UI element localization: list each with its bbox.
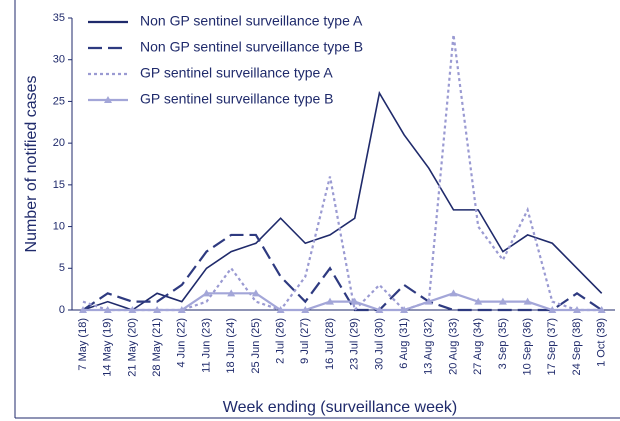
series-marker — [276, 306, 285, 313]
x-tick-label: 16 Jul (28) — [324, 318, 336, 370]
series-marker — [202, 289, 211, 297]
series-marker — [103, 306, 112, 313]
x-tick-label: 4 Jun (22) — [176, 318, 188, 368]
series-marker — [573, 306, 581, 313]
x-tick-label: 1 Oct (39) — [596, 318, 608, 367]
series-marker — [474, 297, 483, 305]
y-tick-label: 30 — [53, 54, 65, 66]
y-axis-title: Number of notified cases — [23, 76, 40, 253]
y-tick-label: 10 — [53, 220, 65, 232]
x-tick-label: 9 Jul (27) — [299, 318, 311, 364]
x-tick-label: 18 Jun (24) — [225, 318, 237, 374]
y-tick-label: 20 — [53, 137, 65, 149]
series-marker — [301, 306, 310, 313]
y-tick-label: 15 — [53, 179, 65, 191]
series-marker — [498, 297, 507, 305]
x-tick-label: 6 Aug (31) — [398, 318, 410, 369]
series-marker — [227, 289, 236, 297]
y-tick-label: 0 — [59, 304, 65, 316]
series-marker — [400, 306, 409, 313]
y-tick-label: 5 — [59, 262, 65, 274]
series-marker — [177, 306, 186, 313]
series-marker — [326, 297, 334, 305]
x-tick-label: 11 Jun (23) — [200, 318, 212, 373]
x-tick-label: 20 Aug (33) — [447, 318, 459, 375]
legend-label: Non GP sentinel surveillance type A — [140, 13, 363, 29]
x-tick-label: 27 Aug (34) — [472, 318, 484, 375]
series-line — [83, 292, 602, 312]
x-tick-label: 10 Sep (36) — [522, 318, 534, 375]
x-tick-label: 13 Aug (32) — [423, 318, 435, 375]
x-tick-label: 30 Jul (30) — [373, 318, 385, 370]
x-tick-label: 21 May (20) — [126, 318, 138, 377]
x-tick-label: 14 May (19) — [102, 318, 114, 377]
y-tick-label: 25 — [53, 95, 65, 107]
series-marker — [449, 289, 458, 297]
series-marker — [350, 297, 359, 305]
series-marker — [375, 306, 384, 313]
series-line — [82, 90, 603, 311]
series-marker — [79, 306, 87, 313]
series-marker — [153, 306, 162, 313]
x-tick-label: 24 Sep (38) — [571, 318, 583, 375]
series-marker — [128, 306, 137, 313]
x-tick-label: 23 Jul (29) — [349, 318, 361, 370]
x-tick-label: 17 Sep (37) — [546, 318, 558, 375]
x-tick-label: 2 Jul (26) — [275, 318, 287, 364]
series-marker — [523, 297, 532, 305]
x-axis-title: Week ending (surveillance week) — [223, 399, 457, 416]
series-marker — [424, 297, 433, 305]
legend-marker — [104, 96, 112, 103]
legend-label: GP sentinel surveillance type B — [140, 91, 334, 107]
x-tick-label: 3 Sep (35) — [497, 318, 509, 369]
series-marker — [548, 306, 557, 313]
series-marker — [597, 306, 606, 313]
legend-label: GP sentinel surveillance type A — [140, 65, 333, 81]
x-tick-label: 25 Jun (25) — [250, 318, 262, 374]
legend-label: Non GP sentinel surveillance type B — [140, 39, 363, 55]
y-tick-label: 35 — [53, 12, 65, 24]
series-marker — [251, 289, 260, 297]
x-tick-label: 28 May (21) — [151, 318, 163, 377]
x-tick-label: 7 May (18) — [77, 318, 89, 371]
